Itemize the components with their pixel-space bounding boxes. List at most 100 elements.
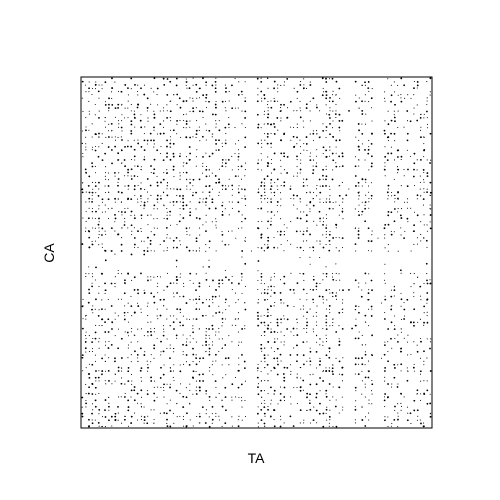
data-point (209, 399, 211, 401)
data-point (280, 331, 282, 333)
data-point (322, 201, 325, 203)
data-point (338, 340, 341, 343)
data-point (231, 341, 233, 343)
data-point (329, 107, 331, 109)
data-point (81, 97, 83, 99)
data-point (273, 87, 275, 90)
data-point (114, 136, 116, 138)
data-point (150, 328, 152, 330)
data-point (328, 383, 331, 385)
data-point (318, 295, 321, 298)
data-point (286, 78, 289, 80)
data-point (221, 142, 223, 144)
data-point (225, 166, 227, 168)
data-point (244, 399, 246, 402)
data-point (260, 90, 263, 93)
data-point (218, 279, 221, 282)
data-point (199, 234, 201, 236)
data-point (412, 366, 415, 369)
data-point (354, 279, 357, 282)
data-point (192, 347, 194, 350)
data-point (231, 399, 233, 401)
data-point (199, 422, 201, 424)
data-point (218, 295, 220, 297)
data-point (150, 354, 152, 356)
data-point (361, 363, 364, 366)
data-point (283, 152, 285, 155)
data-point (85, 146, 87, 148)
data-point (316, 305, 318, 307)
data-point (270, 217, 272, 219)
data-point (149, 243, 152, 245)
data-point (296, 328, 298, 330)
data-point (88, 81, 90, 83)
data-point (276, 185, 278, 187)
data-point (120, 382, 123, 385)
data-point (397, 364, 399, 366)
data-point (256, 100, 259, 103)
data-point (179, 392, 181, 395)
data-point (299, 386, 302, 388)
data-point (316, 334, 318, 336)
data-point (130, 295, 132, 297)
data-point (292, 289, 295, 291)
data-point (205, 214, 207, 216)
data-point (189, 383, 191, 385)
data-point (257, 393, 260, 396)
data-point (84, 347, 87, 350)
data-point (166, 110, 168, 112)
data-point (279, 192, 282, 194)
data-point (361, 178, 364, 180)
data-point (134, 194, 136, 196)
data-point (400, 328, 402, 330)
data-point (166, 211, 168, 213)
data-point (179, 276, 181, 278)
data-point (88, 100, 90, 103)
data-point (403, 201, 406, 203)
data-point (221, 188, 224, 190)
data-point (176, 188, 179, 191)
data-point (238, 153, 240, 155)
data-point (176, 119, 178, 122)
data-point (160, 152, 162, 155)
data-point (222, 165, 224, 167)
data-point (101, 246, 103, 248)
data-point (124, 315, 126, 317)
data-point (237, 210, 240, 213)
data-point (156, 181, 159, 184)
data-point (196, 91, 198, 93)
data-point (423, 422, 425, 424)
data-point (312, 169, 315, 171)
data-point (406, 201, 408, 203)
data-point (166, 217, 169, 220)
data-point (267, 122, 269, 125)
data-point (354, 165, 357, 168)
data-point (289, 126, 291, 128)
data-point (407, 334, 409, 336)
data-point (157, 201, 159, 203)
data-point (423, 136, 425, 138)
data-point (357, 181, 360, 184)
data-point (98, 408, 101, 411)
data-point (325, 367, 327, 369)
data-point (406, 207, 409, 209)
data-point (208, 175, 210, 177)
data-point (137, 139, 139, 141)
data-point (328, 367, 330, 369)
data-point (371, 289, 373, 292)
data-point (215, 250, 217, 252)
data-point (175, 77, 178, 80)
data-point (156, 337, 158, 339)
data-point (166, 194, 169, 197)
data-point (162, 373, 165, 376)
data-point (120, 136, 122, 138)
data-point (305, 178, 308, 181)
data-point (342, 218, 344, 220)
data-point (309, 350, 312, 353)
data-point (98, 370, 100, 372)
data-point (263, 289, 266, 291)
data-point (332, 207, 334, 210)
data-point (325, 325, 327, 327)
data-point (143, 335, 145, 337)
data-point (267, 324, 270, 327)
